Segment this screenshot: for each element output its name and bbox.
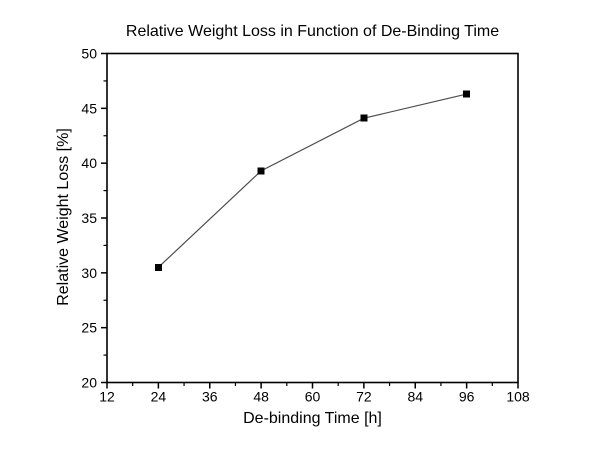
y-tick-label: 25 bbox=[81, 320, 97, 336]
x-tick-labels: 12 24 36 48 60 72 84 96 108 bbox=[99, 389, 530, 405]
series-line-relative-weight-loss bbox=[157, 93, 467, 268]
y-tick-labels: 20 25 30 35 40 45 50 bbox=[81, 46, 97, 391]
x-tick-label: 96 bbox=[459, 389, 475, 405]
chart-title: Relative Weight Loss in Function of De-B… bbox=[125, 23, 500, 40]
x-tick-label: 24 bbox=[151, 389, 167, 405]
y-tick-label: 50 bbox=[81, 46, 97, 62]
x-tick-label: 36 bbox=[202, 389, 218, 405]
series-markers-relative-weight-loss bbox=[154, 90, 471, 271]
data-point-marker bbox=[463, 90, 471, 98]
x-tick-label: 48 bbox=[253, 389, 269, 405]
y-axis-ticks bbox=[101, 52, 107, 384]
data-point-marker bbox=[360, 114, 368, 122]
data-point-marker bbox=[154, 263, 162, 271]
y-tick-label: 30 bbox=[81, 265, 97, 281]
y-tick-label: 35 bbox=[81, 210, 97, 226]
y-tick-label: 40 bbox=[81, 155, 97, 171]
data-point-marker bbox=[257, 167, 265, 175]
y-tick-label: 20 bbox=[81, 375, 97, 391]
x-tick-label: 108 bbox=[506, 389, 530, 405]
x-axis-label: De-binding Time [h] bbox=[243, 410, 382, 427]
x-tick-label: 12 bbox=[99, 389, 115, 405]
x-tick-label: 72 bbox=[356, 389, 372, 405]
y-axis-label: Relative Weight Loss [%] bbox=[55, 128, 72, 306]
x-tick-label: 84 bbox=[407, 389, 423, 405]
y-tick-label: 45 bbox=[81, 100, 97, 116]
x-tick-label: 60 bbox=[305, 389, 321, 405]
plot-frame bbox=[106, 52, 519, 384]
